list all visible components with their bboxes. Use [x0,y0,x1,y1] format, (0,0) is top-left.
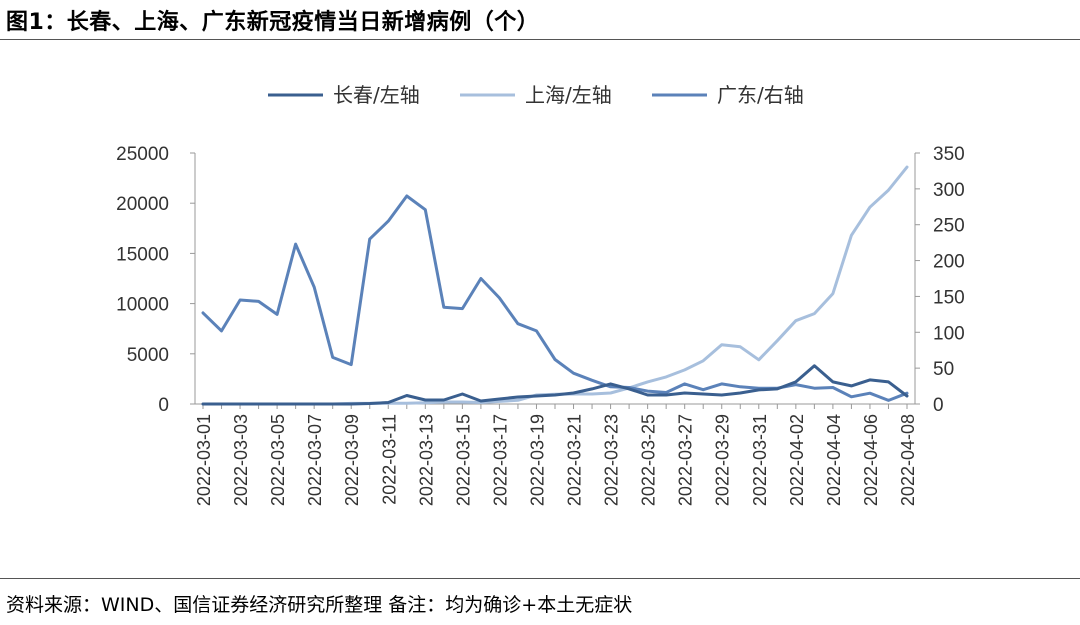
x-tick-label: 2022-03-17 [490,414,510,506]
legend-label-0: 长春/左轴 [333,83,420,107]
top-divider [0,39,1080,40]
series-line-0 [201,364,909,406]
source-note: 资料来源：WIND、国信证券经济研究所整理 备注：均为确诊+本土无症状 [6,594,633,616]
y-right-tick-label: 250 [933,216,965,237]
chart-title: 图1：长春、上海、广东新冠疫情当日新增病例（个） [6,10,540,35]
x-tick-label: 2022-03-09 [342,414,362,506]
legend-label-1: 上海/左轴 [525,83,612,107]
y-left-tick-label: 20000 [116,194,169,215]
bottom-divider [0,578,1080,579]
line-chart: 长春/左轴 上海/左轴 广东/右轴 050001000015000200002500… [116,83,965,506]
x-tick-label: 2022-03-03 [231,414,251,506]
x-tick-label: 2022-03-05 [268,414,288,506]
x-tick-label: 2022-03-15 [453,414,473,506]
x-tick-label: 2022-03-23 [602,414,622,506]
y-left-tick-label: 25000 [116,144,169,165]
x-tick-label: 2022-03-19 [527,414,547,506]
x-tick-label: 2022-03-01 [194,414,214,506]
x-tick-label: 2022-04-06 [861,414,881,506]
x-tick-label: 2022-03-13 [416,414,436,506]
y-right-tick-label: 150 [933,287,965,308]
y-right-tick-label: 100 [933,323,965,344]
legend: 长春/左轴 上海/左轴 广东/右轴 [268,83,804,107]
x-tick-label: 2022-03-11 [379,414,399,505]
x-tick-label: 2022-03-31 [750,414,770,506]
x-tick-label: 2022-03-27 [676,414,696,506]
y-right-tick-label: 200 [933,252,965,273]
y-right-tick-label: 350 [933,144,965,165]
y-right-tick-label: 50 [933,359,954,380]
x-tick-label: 2022-04-02 [787,414,807,506]
y-right-tick-label: 300 [933,180,965,201]
y-left-tick-label: 10000 [116,295,169,316]
series-line-2 [201,194,909,402]
y-left-tick-label: 15000 [116,244,169,265]
legend-label-2: 广东/右轴 [717,83,804,107]
series-lines [201,165,909,406]
x-tick-label: 2022-04-04 [824,414,844,506]
x-tick-label: 2022-03-21 [565,414,585,506]
y-right-tick-label: 0 [933,395,944,416]
x-tick-label: 2022-03-29 [713,414,733,506]
series-line-1 [201,165,909,406]
x-tick-label: 2022-03-07 [305,414,325,506]
x-tick-label: 2022-04-08 [898,414,918,506]
axes: 0 5000 10000 15000 20000 25000 0 50 100 150 200 250… [116,144,965,506]
y-left-tick-label: 0 [158,395,169,416]
x-tick-label: 2022-03-25 [639,414,659,506]
y-left-tick-label: 5000 [127,345,169,366]
